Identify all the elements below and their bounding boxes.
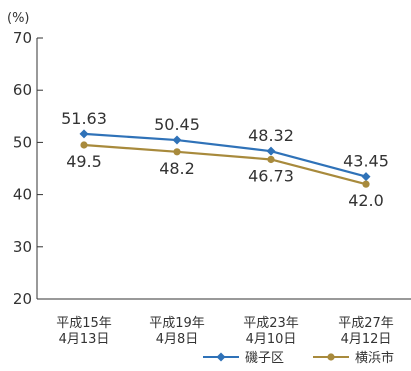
data-point-diamond: [266, 146, 276, 156]
x-category-label-line: 平成27年: [338, 316, 394, 331]
x-category-label: 平成27年 4月12日: [338, 316, 394, 347]
legend-label: 磯子区: [245, 351, 284, 366]
series-line: [83, 132, 367, 178]
y-tick-label: 70: [13, 29, 32, 47]
legend-item: 横浜市: [313, 350, 394, 366]
series-layer: 51.63 50.45 48.32 43.45 49.5 48.2 46.73 42.0: [61, 109, 389, 210]
x-category-label-line: 4月12日: [341, 332, 392, 347]
data-point-circle: [80, 141, 88, 149]
data-label: 46.73: [248, 166, 294, 185]
data-label: 50.45: [154, 115, 200, 134]
data-point-diamond: [79, 129, 89, 139]
data-label: 42.0: [348, 191, 384, 210]
data-point-circle: [267, 155, 275, 164]
series-2: 49.5 48.2 46.73 42.0: [66, 141, 384, 210]
series-1: 51.63 50.45 48.32 43.45: [61, 109, 389, 182]
y-tick-label: 30: [13, 238, 32, 256]
x-category-label-line: 平成15年: [56, 316, 112, 331]
y-tick-label: 40: [13, 186, 32, 204]
legend: 磯子区 横浜市: [203, 350, 394, 366]
x-category-label-line: 4月8日: [156, 332, 199, 347]
data-label: 48.32: [248, 126, 294, 145]
y-axis-unit-label: (%): [7, 11, 30, 26]
data-label: 49.5: [66, 152, 102, 171]
x-category-label-line: 平成19年: [149, 316, 205, 331]
legend-label: 横浜市: [355, 350, 394, 366]
x-axis: 平成15年 4月13日 平成19年 4月8日 平成23年 4月10日 平成27年 4月12日: [37, 298, 411, 347]
data-point-circle: [173, 148, 181, 156]
x-category-label-line: 4月13日: [59, 332, 110, 347]
data-label: 51.63: [61, 109, 107, 128]
x-category-label: 平成19年 4月8日: [149, 316, 205, 347]
data-point-diamond: [172, 135, 182, 145]
y-axis: 20 30 40 50 60 70: [13, 29, 43, 308]
legend-marker-diamond: [216, 352, 226, 362]
data-point-circle: [362, 180, 370, 188]
y-tick-label: 20: [13, 290, 32, 308]
series-line: [83, 143, 367, 186]
y-tick-label: 60: [13, 81, 32, 99]
x-category-label: 平成23年 4月10日: [243, 316, 299, 347]
data-point-diamond: [361, 172, 371, 182]
x-category-label: 平成15年 4月13日: [56, 316, 112, 347]
x-category-label-line: 平成23年: [243, 316, 299, 331]
legend-marker-circle: [327, 353, 335, 361]
y-tick-label: 50: [13, 133, 32, 151]
data-label: 43.45: [343, 152, 389, 171]
data-label: 48.2: [159, 159, 195, 178]
x-category-label-line: 4月10日: [246, 332, 297, 347]
legend-item: 磯子区: [203, 351, 284, 366]
